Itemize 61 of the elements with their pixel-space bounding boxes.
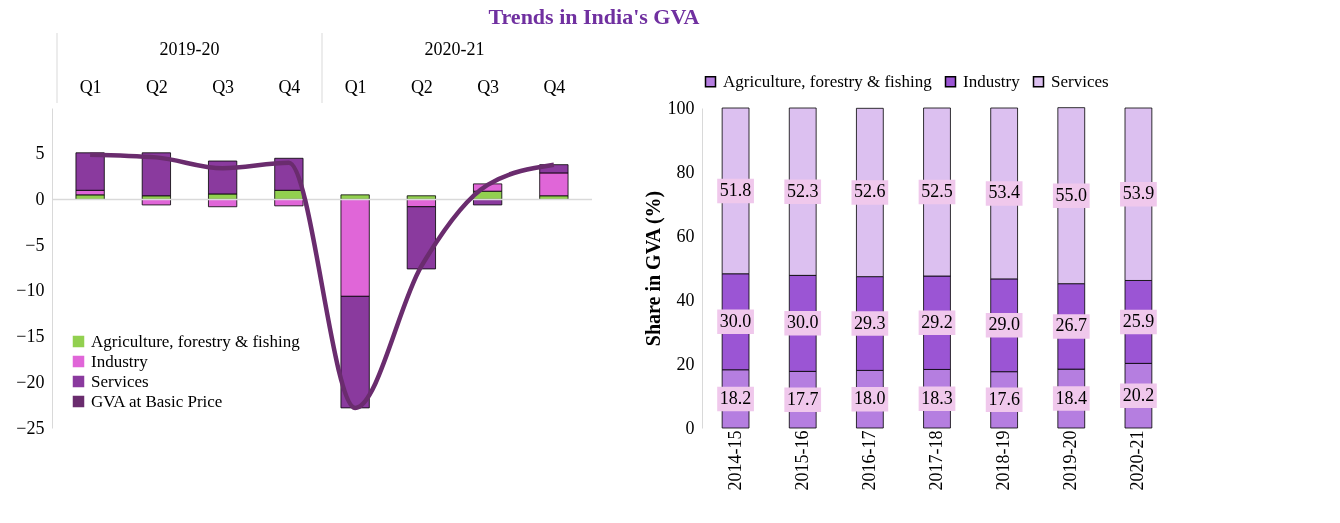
data-label: 53.9 xyxy=(1122,183,1155,204)
data-label: 52.6 xyxy=(854,181,886,202)
data-label: 18.0 xyxy=(854,388,886,409)
y-tick-label: −10 xyxy=(16,280,45,301)
y-tick-label: −25 xyxy=(16,417,45,438)
x-tick-label: Q4 xyxy=(278,76,301,97)
data-label: 20.2 xyxy=(1122,384,1155,405)
x-tick-label: 2020-21 xyxy=(1127,430,1148,491)
y-tick-label: 5 xyxy=(35,143,45,164)
legend-label: Industry xyxy=(963,71,1021,91)
x-tick-label: Q1 xyxy=(344,76,367,97)
x-tick-label: Q2 xyxy=(145,76,168,97)
y-tick-label: 80 xyxy=(676,161,695,182)
x-tick-label: Q3 xyxy=(477,76,500,97)
chart-title: Trends in India's GVA xyxy=(488,3,700,29)
legend-label: Services xyxy=(91,371,149,391)
legend-label: Industry xyxy=(91,351,149,371)
x-tick-label: 2015-16 xyxy=(791,430,812,491)
y-tick-label: 20 xyxy=(676,353,695,374)
line-series xyxy=(87,152,557,411)
data-label: 29.2 xyxy=(921,311,953,332)
data-label: 52.5 xyxy=(921,181,953,201)
legend-label: Agriculture, forestry & fishing xyxy=(723,71,933,91)
data-label: 18.4 xyxy=(1055,387,1088,408)
y-tick-label: 40 xyxy=(676,289,695,310)
x-tick-label: Q2 xyxy=(410,76,433,97)
text: 2019-20 xyxy=(159,39,220,59)
data-label: 18.3 xyxy=(921,387,953,408)
y-tick-label: 0 xyxy=(35,188,45,209)
y-tick-label: −15 xyxy=(16,326,45,347)
x-tick-label: 2017-18 xyxy=(926,430,946,491)
legend-label: Agriculture, forestry & fishing xyxy=(91,331,301,351)
y-axis-title: Share in GVA (%) xyxy=(641,190,665,347)
data-label: 29.0 xyxy=(988,314,1020,335)
data-label: 52.3 xyxy=(786,180,819,201)
data-label: 17.7 xyxy=(786,388,819,409)
y-tick-label: 100 xyxy=(667,97,695,118)
data-label: 55.0 xyxy=(1055,184,1088,205)
data-label: 51.8 xyxy=(719,179,752,200)
legend-label: Services xyxy=(1051,71,1109,91)
data-label: 25.9 xyxy=(1122,310,1155,331)
y-tick-label: 0 xyxy=(685,417,695,438)
x-tick-label: 2016-17 xyxy=(858,430,879,491)
x-tick-label: Q1 xyxy=(79,76,102,97)
x-tick-label: 2018-19 xyxy=(993,430,1014,491)
text: 2020-21 xyxy=(424,39,485,59)
data-label: 30.0 xyxy=(786,312,819,333)
x-tick-label: 2014-15 xyxy=(724,430,745,491)
data-label: 26.7 xyxy=(1055,315,1088,336)
y-tick-label: −20 xyxy=(16,371,45,392)
data-label: 30.0 xyxy=(719,310,752,331)
data-label: 18.2 xyxy=(719,387,752,408)
x-tick-label: 2019-20 xyxy=(1060,430,1081,491)
data-label: 53.4 xyxy=(988,182,1020,203)
y-tick-label: −5 xyxy=(25,234,45,255)
y-tick-label: 60 xyxy=(676,225,695,246)
data-label: 29.3 xyxy=(854,312,886,333)
legend-label: GVA at Basic Price xyxy=(91,391,223,411)
x-tick-label: Q4 xyxy=(543,76,566,97)
x-tick-label: Q3 xyxy=(212,76,235,97)
data-label: 17.6 xyxy=(988,388,1020,409)
